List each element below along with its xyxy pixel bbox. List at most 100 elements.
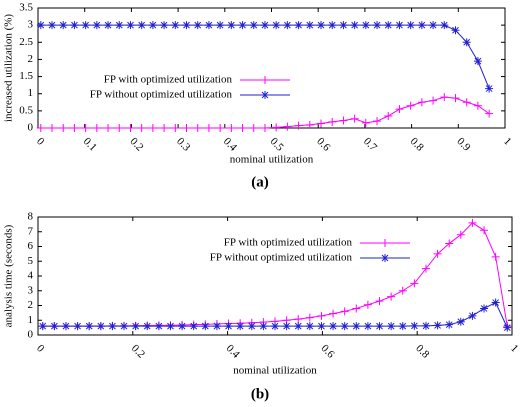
data-point: [317, 21, 326, 30]
data-point: [283, 122, 292, 131]
data-point: [417, 98, 426, 107]
data-point: [224, 322, 233, 331]
y-tick-label: 4: [28, 270, 34, 282]
data-point: [81, 21, 90, 30]
x-tick-label: 0: [34, 342, 47, 355]
data-point: [491, 298, 500, 307]
data-point: [456, 317, 465, 326]
data-point: [398, 322, 407, 331]
data-point: [120, 322, 129, 331]
data-point: [429, 96, 438, 105]
data-point: [480, 226, 489, 235]
legend-label: FP with optimized utilization: [104, 74, 233, 86]
data-point: [440, 21, 449, 30]
x-tick-label: 0: [34, 135, 47, 148]
data-point: [50, 322, 59, 331]
x-tick-label: 0.6: [314, 135, 333, 154]
data-point: [328, 117, 337, 126]
data-point: [59, 124, 68, 132]
data-point: [395, 105, 404, 114]
data-point: [421, 321, 430, 330]
y-tick-label: 3: [28, 284, 34, 296]
plot-frame: [37, 216, 513, 336]
data-point: [485, 109, 494, 118]
data-point: [108, 322, 117, 331]
data-point: [216, 21, 225, 30]
legend-marker: [381, 239, 389, 247]
data-point: [48, 21, 57, 30]
data-point: [201, 322, 210, 331]
legend-marker: [261, 76, 269, 84]
data-point: [73, 322, 82, 331]
data-point: [451, 26, 460, 35]
data-point: [340, 322, 349, 331]
x-tick-label: 0.8: [413, 342, 432, 361]
data-point: [305, 21, 314, 30]
data-point: [468, 218, 477, 227]
data-point: [115, 124, 124, 132]
data-point: [491, 252, 500, 261]
data-point: [339, 116, 348, 125]
data-point: [352, 322, 361, 331]
data-point: [305, 322, 314, 331]
data-point: [193, 21, 202, 30]
y-tick-label: 0: [28, 122, 34, 134]
y-tick-label: 2: [28, 53, 34, 65]
data-point: [272, 21, 281, 30]
x-tick-label: 0.1: [81, 135, 99, 153]
data-point: [417, 21, 426, 30]
legend-label: FP without optimized utilization: [90, 89, 233, 101]
data-point: [204, 124, 213, 132]
x-axis-label: nominal utilization: [233, 365, 317, 377]
data-point: [451, 94, 460, 103]
data-point: [272, 123, 281, 132]
data-point: [259, 322, 268, 331]
data-point: [283, 21, 292, 30]
x-axis-label: nominal utilization: [230, 154, 314, 166]
data-point: [361, 118, 370, 127]
data-point: [406, 21, 415, 30]
data-point: [305, 120, 314, 129]
data-point: [328, 21, 337, 30]
data-point: [384, 112, 393, 120]
data-point: [189, 322, 198, 331]
data-point: [294, 322, 303, 331]
data-point: [375, 297, 384, 306]
data-point: [387, 292, 396, 301]
data-point: [445, 320, 454, 329]
data-point: [137, 124, 146, 132]
data-point: [249, 21, 258, 30]
data-point: [115, 21, 124, 30]
y-axis-label: analysis time (seconds): [3, 224, 15, 327]
data-point: [485, 84, 494, 93]
data-point: [238, 124, 247, 132]
data-point: [61, 322, 70, 331]
data-point: [96, 322, 105, 331]
data-point: [468, 311, 477, 320]
y-tick-label: 8: [28, 211, 34, 223]
y-tick-label: 3: [28, 19, 34, 31]
data-point: [363, 300, 372, 309]
data-point: [171, 21, 180, 30]
data-point: [395, 21, 404, 30]
data-point: [473, 57, 482, 66]
legend-label: FP with optimized utilization: [224, 237, 353, 249]
data-point: [440, 93, 449, 102]
data-point: [143, 322, 152, 331]
data-point: [317, 322, 326, 331]
data-point: [160, 21, 169, 30]
x-tick-label: 0.2: [127, 135, 145, 153]
data-point: [238, 21, 247, 30]
data-point: [361, 21, 370, 30]
data-point: [433, 321, 442, 330]
data-point: [36, 124, 45, 132]
data-point: [131, 322, 140, 331]
data-point: [154, 322, 163, 331]
data-point: [137, 21, 146, 30]
data-point: [503, 323, 512, 332]
caption: (b): [251, 386, 269, 402]
data-point: [247, 322, 256, 331]
x-tick-label: 1: [508, 342, 520, 354]
data-point: [387, 322, 396, 331]
